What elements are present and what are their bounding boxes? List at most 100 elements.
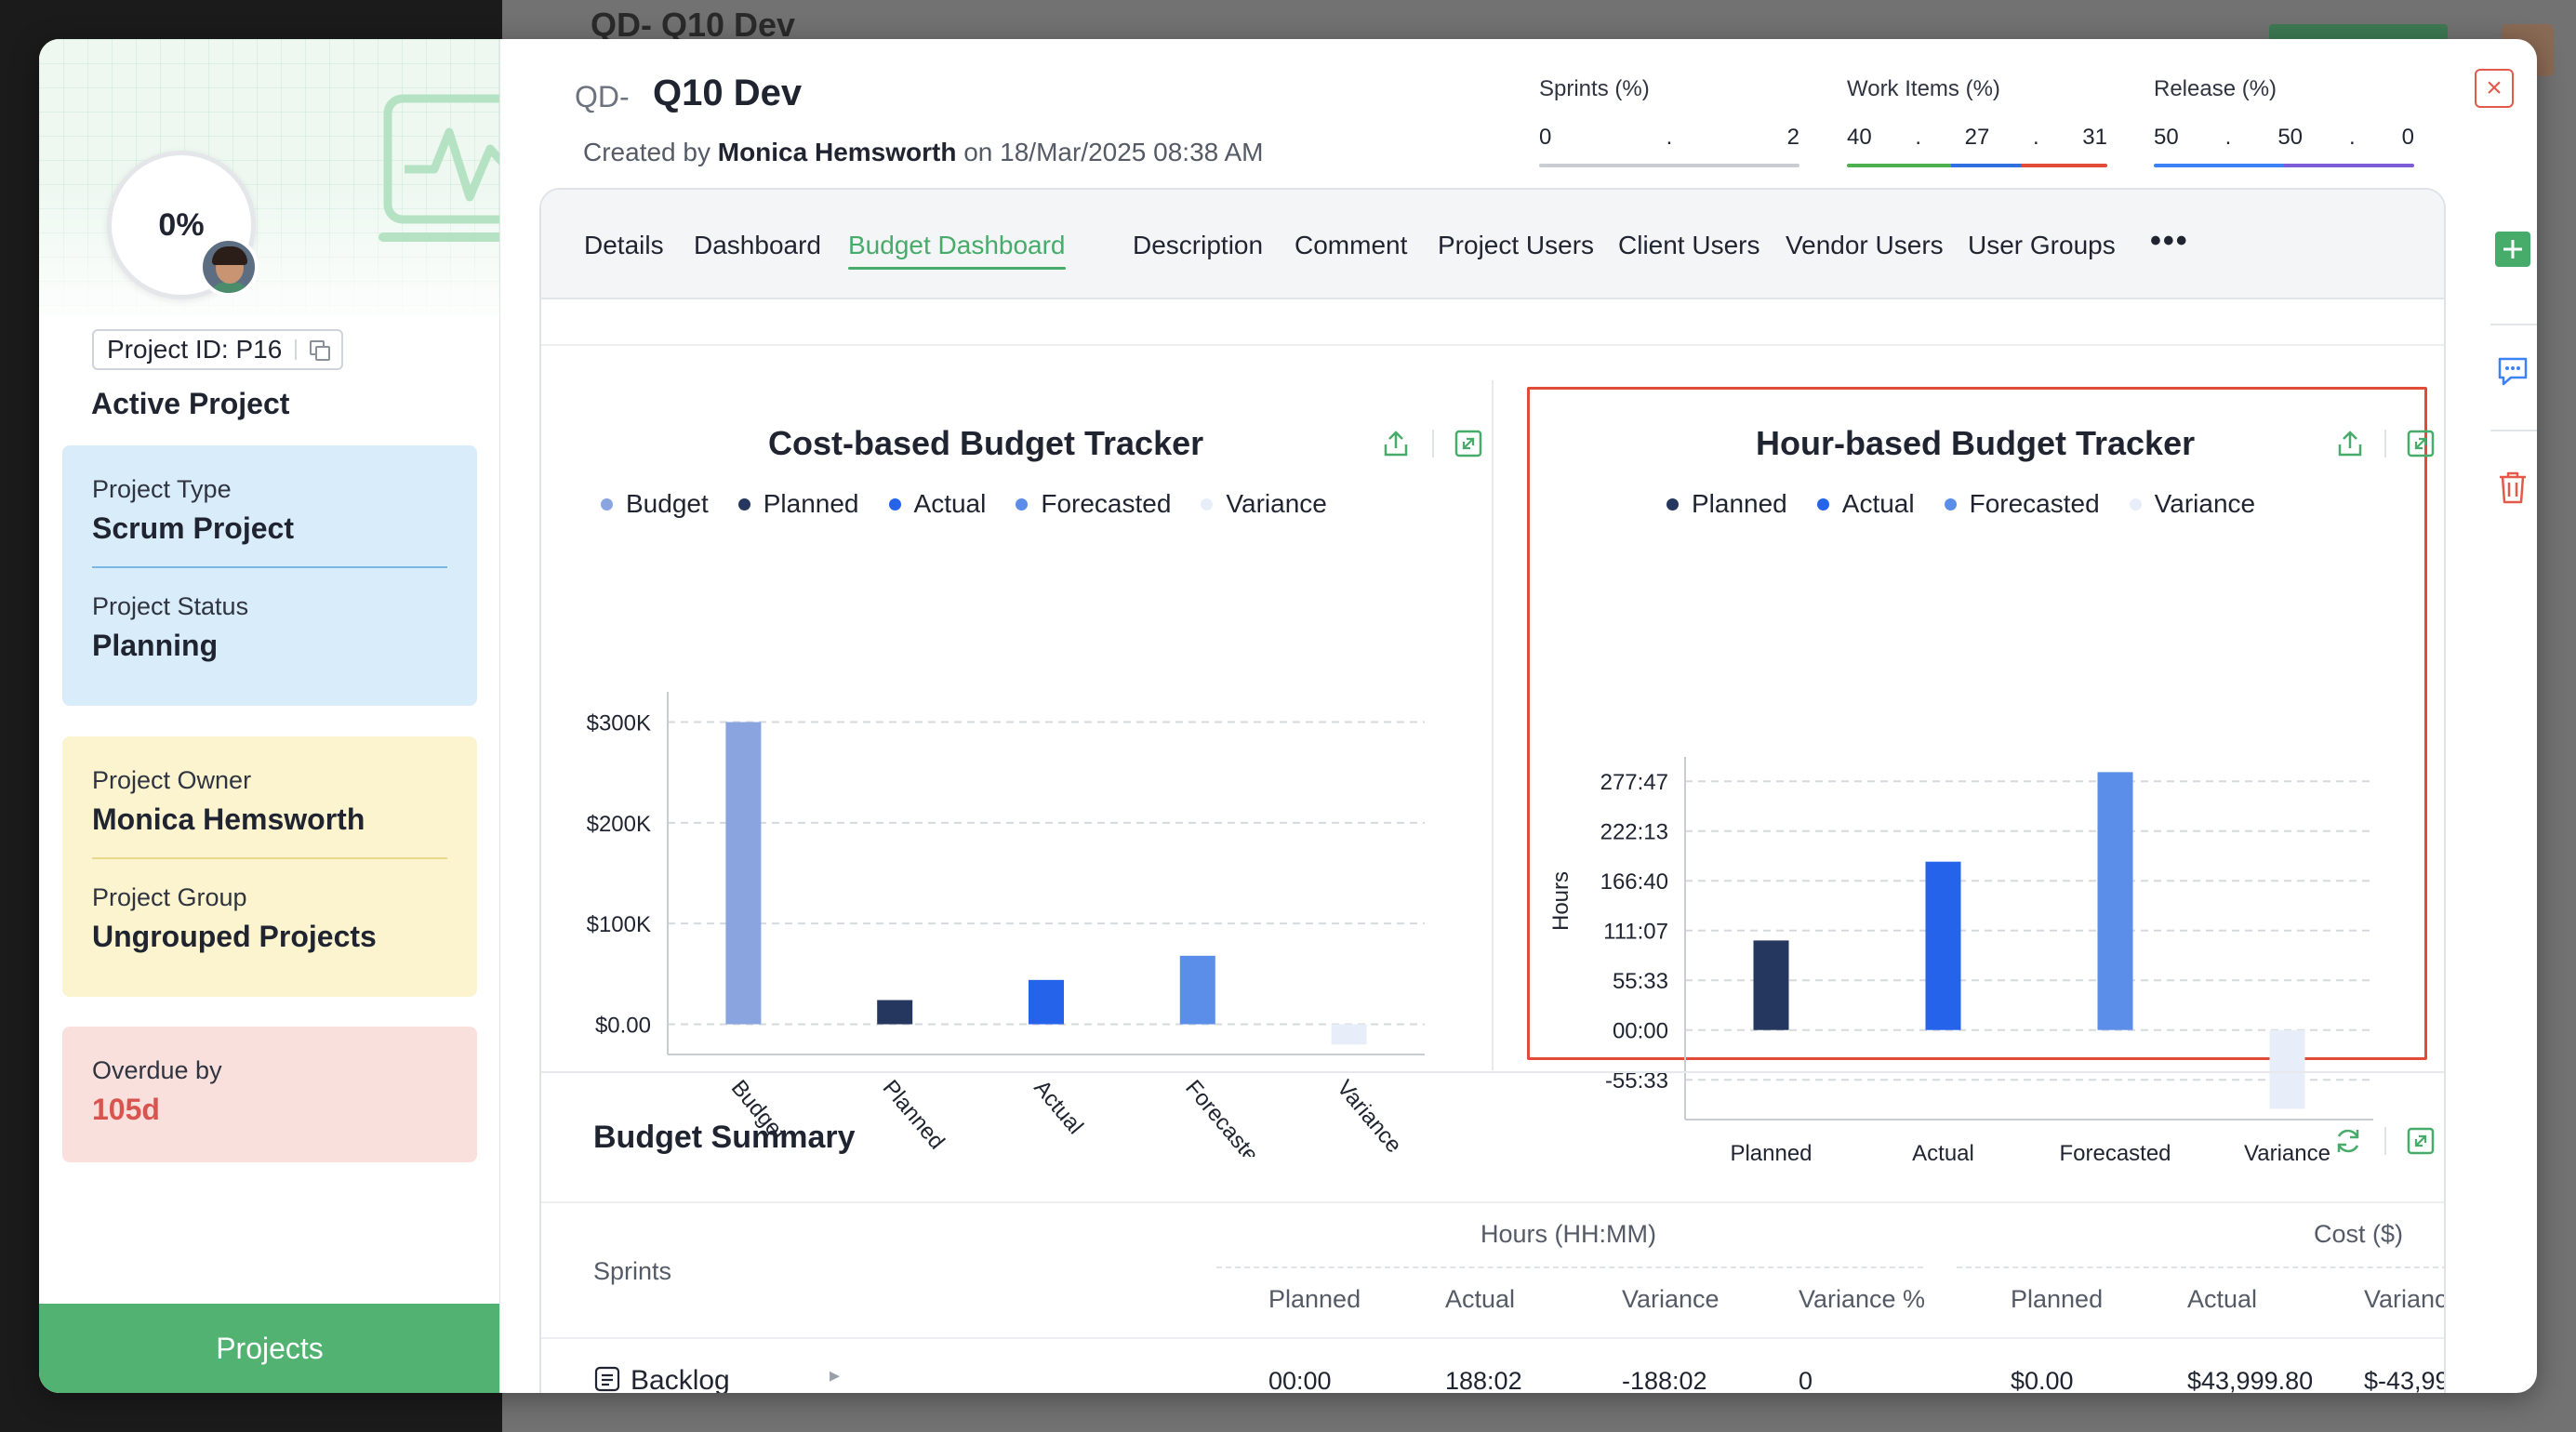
cost-y-tick: $0.00: [595, 1014, 651, 1039]
hour-bar-variance[interactable]: [2269, 1029, 2305, 1109]
close-button[interactable]: ×: [2475, 69, 2514, 108]
legend-actual-hours[interactable]: Actual: [1816, 489, 1915, 519]
work-items-metric[interactable]: Work Items (%) 40 . 27 . 31: [1847, 76, 2107, 167]
overdue-value: 105d: [92, 1093, 160, 1126]
cost-bar-budget[interactable]: [725, 722, 762, 1025]
release-value-0: 50: [2154, 125, 2179, 150]
col-hours-actual[interactable]: Actual: [1445, 1285, 1516, 1313]
cost-y-tick: $100K: [587, 912, 651, 937]
add-button[interactable]: [2494, 231, 2531, 268]
hour-chart-expand-icon[interactable]: [2405, 428, 2437, 459]
legend-forecasted[interactable]: Forecasted: [1016, 489, 1171, 519]
row-hours-variance: -188:02: [1622, 1367, 1707, 1393]
backlog-icon: [594, 1366, 620, 1392]
tab-vendor-users[interactable]: Vendor Users: [1786, 231, 1944, 259]
legend-forecasted-hours[interactable]: Forecasted: [1944, 489, 2100, 519]
legend-actual[interactable]: Actual: [888, 489, 986, 519]
hour-y-label: Hours: [1548, 871, 1573, 931]
sprints-metric[interactable]: Sprints (%) 0 . 2: [1539, 76, 1799, 167]
hour-x-tick: Variance: [2244, 1141, 2330, 1166]
cost-chart-export-icon[interactable]: [1380, 428, 1412, 459]
cost-chart-expand-icon[interactable]: [1453, 428, 1484, 459]
tab-comment[interactable]: Comment: [1295, 231, 1408, 259]
tab-budget-dashboard[interactable]: Budget Dashboard: [848, 231, 1066, 270]
project-status-value: Planning: [92, 629, 219, 662]
row-name: Backlog: [631, 1365, 730, 1393]
legend-budget[interactable]: Budget: [601, 489, 709, 519]
hour-y-tick: 111:07: [1603, 920, 1668, 945]
tab-dashboard[interactable]: Dashboard: [694, 231, 821, 259]
created-by-name[interactable]: Monica Hemsworth: [717, 138, 957, 166]
release-bar: [2154, 164, 2414, 167]
hour-chart-export-icon[interactable]: [2334, 428, 2366, 459]
project-title: Q10 Dev: [653, 73, 803, 113]
projects-button[interactable]: Projects: [39, 1304, 499, 1393]
col-hours-variance-percent[interactable]: Variance %: [1799, 1285, 1926, 1313]
tab-client-users[interactable]: Client Users: [1618, 231, 1760, 259]
release-metric[interactable]: Release (%) 50 . 50 . 0: [2154, 76, 2414, 167]
cost-bar-planned[interactable]: [877, 1000, 913, 1025]
project-modal: 0% Project ID: P16 Active Project Projec…: [39, 39, 2537, 1393]
cost-chart-panel: [541, 380, 1494, 1070]
col-cost-variance[interactable]: Variance: [2364, 1285, 2444, 1313]
cost-chart-legend: Budget Planned Actual Forecasted Varianc…: [601, 489, 1327, 519]
hour-x-tick: Planned: [1730, 1141, 1812, 1166]
hours-group-header: Hours (HH:MM): [1481, 1220, 1656, 1248]
cost-group-header: Cost ($): [2314, 1220, 2404, 1248]
legend-variance[interactable]: Variance: [1201, 489, 1327, 519]
project-owner-card: Project Owner Monica Hemsworth Project G…: [62, 736, 477, 997]
cost-bar-variance[interactable]: [1331, 1024, 1367, 1045]
cost-chart-title: Cost-based Budget Tracker: [768, 424, 1204, 462]
legend-planned-hours[interactable]: Planned: [1666, 489, 1787, 519]
hour-x-tick: Actual: [1912, 1141, 1974, 1166]
hour-bar-actual[interactable]: [1925, 861, 1961, 1030]
release-value-2: 0: [2401, 125, 2414, 150]
chat-icon[interactable]: [2494, 353, 2531, 391]
content-frame: Details Dashboard Budget Dashboard Descr…: [539, 188, 2446, 1393]
created-info: Created by Monica Hemsworth on 18/Mar/20…: [583, 138, 1263, 167]
cost-x-tick: Actual: [1029, 1076, 1088, 1139]
hour-y-tick: 277:47: [1600, 770, 1668, 795]
col-cost-actual[interactable]: Actual: [2187, 1285, 2258, 1313]
cost-x-tick: Planned: [878, 1076, 949, 1155]
sprints-value-2: 2: [1786, 125, 1799, 150]
project-group-label: Project Group: [92, 883, 247, 911]
sprints-sep: .: [1666, 125, 1673, 150]
hour-bar-forecasted[interactable]: [2097, 772, 2133, 1030]
overdue-label: Overdue by: [92, 1056, 222, 1084]
tab-user-groups[interactable]: User Groups: [1968, 231, 2116, 259]
summary-expand-icon[interactable]: [2405, 1125, 2437, 1157]
cost-bar-actual[interactable]: [1029, 979, 1064, 1025]
sprints-bar: [1539, 164, 1799, 167]
legend-planned[interactable]: Planned: [737, 489, 859, 519]
more-tabs-button[interactable]: •••: [2150, 223, 2189, 259]
budget-summary-title: Budget Summary: [593, 1120, 856, 1155]
work-items-value-2: 31: [2082, 125, 2107, 150]
chevron-right-icon[interactable]: ▸: [830, 1363, 841, 1386]
col-hours-planned[interactable]: Planned: [1268, 1285, 1361, 1313]
project-type-value: Scrum Project: [92, 511, 294, 545]
sprints-metric-label: Sprints (%): [1539, 76, 1650, 101]
delete-icon[interactable]: [2496, 469, 2530, 506]
sprints-value-0: 0: [1539, 125, 1552, 150]
col-cost-planned[interactable]: Planned: [2011, 1285, 2104, 1313]
refresh-icon[interactable]: [2332, 1125, 2364, 1157]
project-owner-label: Project Owner: [92, 766, 252, 794]
monitor-icon: [378, 94, 499, 242]
tab-details[interactable]: Details: [584, 231, 664, 259]
work-items-value-1: 27: [1964, 125, 1990, 150]
col-hours-variance[interactable]: Variance: [1622, 1285, 1720, 1313]
hour-y-tick: 222:13: [1600, 820, 1668, 845]
copy-icon[interactable]: [310, 340, 331, 361]
cost-y-tick: $300K: [587, 711, 651, 736]
hour-chart-highlight: [1527, 387, 2427, 1060]
row-hours-variance-percent: 0: [1799, 1367, 1813, 1393]
project-key-prefix: QD-: [575, 80, 630, 113]
project-group-value: Ungrouped Projects: [92, 920, 377, 953]
legend-variance-hours[interactable]: Variance: [2129, 489, 2255, 519]
release-value-1: 50: [2277, 125, 2304, 150]
tab-project-users[interactable]: Project Users: [1438, 231, 1595, 259]
cost-bar-forecasted[interactable]: [1179, 955, 1215, 1025]
hour-bar-planned[interactable]: [1753, 940, 1789, 1030]
tab-description[interactable]: Description: [1133, 231, 1264, 259]
